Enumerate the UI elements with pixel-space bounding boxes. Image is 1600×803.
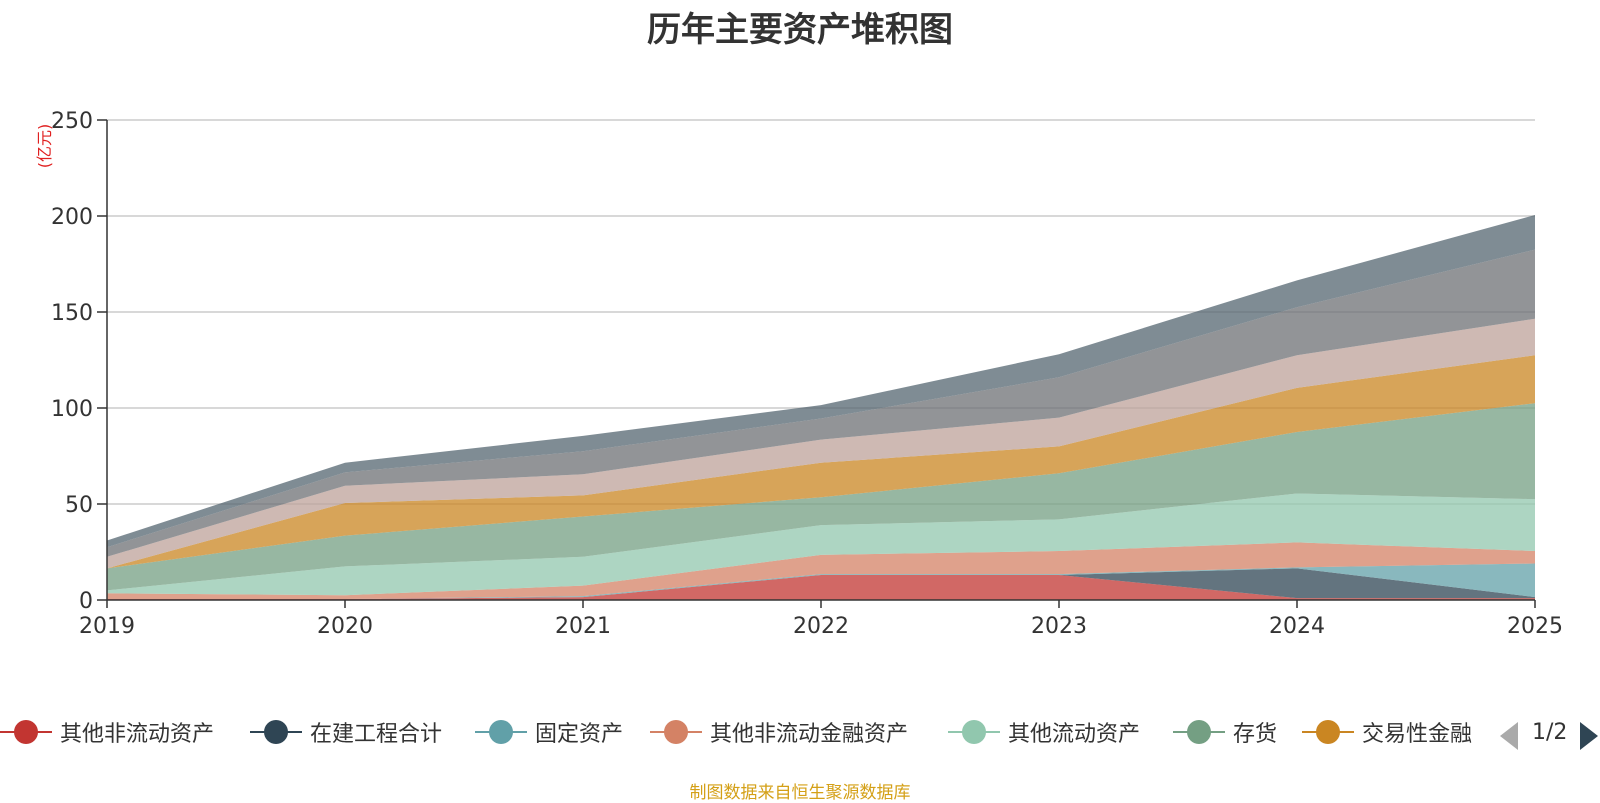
x-tick-label: 2022 bbox=[793, 614, 849, 639]
x-tick-label: 2019 bbox=[79, 614, 135, 639]
legend-item[interactable]: 其他流动资产 bbox=[948, 712, 1140, 752]
area-series-9 bbox=[107, 249, 1535, 557]
axes: 0 50 100 150 200 250 2019 2020 2021 2022 2023 2024 2… bbox=[51, 109, 1563, 639]
legend-item[interactable]: 在建工程合计 bbox=[250, 712, 442, 752]
legend-prev-page-icon[interactable] bbox=[1500, 722, 1518, 750]
area-series-2 bbox=[107, 568, 1535, 600]
y-tick-label: 50 bbox=[65, 493, 93, 518]
legend-item[interactable]: 固定资产 bbox=[475, 712, 623, 752]
legend-label: 其他非流动资产 bbox=[60, 722, 215, 747]
legend-label: 在建工程合计 bbox=[310, 722, 443, 747]
legend-label: 其他流动资产 bbox=[1008, 722, 1141, 747]
legend-marker-icon bbox=[1302, 712, 1354, 752]
chart-title: 历年主要资产堆积图 bbox=[647, 10, 953, 50]
legend-item[interactable]: 其他非流动资产 bbox=[0, 712, 214, 752]
y-tick-label: 200 bbox=[51, 205, 93, 230]
x-tick-label: 2021 bbox=[555, 614, 611, 639]
legend-pager: 1/2 bbox=[1500, 714, 1600, 754]
legend-next-page-icon[interactable] bbox=[1580, 722, 1598, 750]
legend-label: 其他非流动金融资产 bbox=[710, 722, 909, 747]
legend-item[interactable]: 其他非流动金融资产 bbox=[650, 712, 908, 752]
legend-marker-icon bbox=[1173, 712, 1225, 752]
area-series-1 bbox=[107, 575, 1535, 600]
area-series-5 bbox=[107, 493, 1535, 596]
legend: 其他非流动资产 在建工程合计 固定资产 其他非流动金融资产 其他流动资产 存货 交易性金融 bbox=[0, 712, 1600, 752]
area-series-6 bbox=[107, 403, 1535, 591]
legend-marker-icon bbox=[650, 712, 702, 752]
legend-item[interactable]: 交易性金融 bbox=[1302, 712, 1472, 752]
y-tick-label: 150 bbox=[51, 301, 93, 326]
area-series-8 bbox=[107, 318, 1535, 569]
legend-marker-icon bbox=[475, 712, 527, 752]
x-tick-label: 2020 bbox=[317, 614, 373, 639]
legend-marker-icon bbox=[250, 712, 302, 752]
x-tick-label: 2025 bbox=[1507, 614, 1563, 639]
source-note: 制图数据来自恒生聚源数据库 bbox=[689, 783, 911, 803]
area-series-7 bbox=[107, 355, 1535, 569]
stacked-areas bbox=[107, 215, 1535, 600]
legend-marker-icon bbox=[948, 712, 1000, 752]
legend-page-indicator: 1/2 bbox=[1532, 720, 1568, 745]
y-tick-label: 0 bbox=[79, 589, 93, 614]
legend-label: 存货 bbox=[1233, 722, 1278, 747]
legend-label: 交易性金融 bbox=[1362, 722, 1473, 747]
area-series-3 bbox=[107, 563, 1535, 600]
y-axis-unit-label: (亿元) bbox=[35, 124, 54, 169]
y-tick-label: 100 bbox=[51, 397, 93, 422]
legend-label: 固定资产 bbox=[535, 722, 624, 747]
x-tick-label: 2024 bbox=[1269, 614, 1325, 639]
area-series-4 bbox=[107, 542, 1535, 600]
legend-marker-icon bbox=[0, 712, 52, 752]
x-tick-label: 2023 bbox=[1031, 614, 1087, 639]
legend-item[interactable]: 存货 bbox=[1173, 712, 1277, 752]
y-tick-label: 250 bbox=[51, 109, 93, 134]
